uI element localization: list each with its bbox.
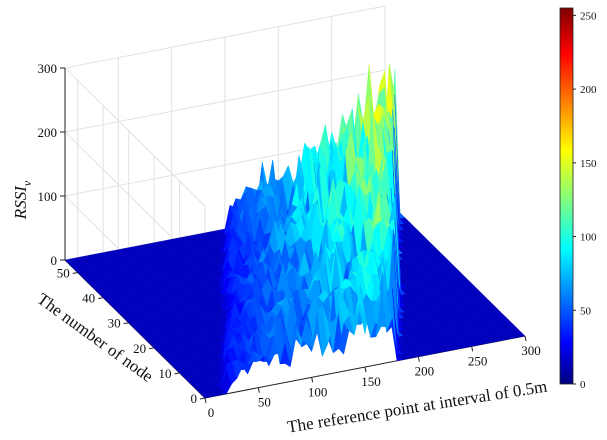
x-tick-mark [471, 346, 474, 352]
colorbar-gradient [559, 7, 574, 385]
y-tick-mark [123, 322, 129, 325]
y-tick-label: 20 [133, 341, 146, 356]
colorbar-tick-label: 150 [580, 158, 597, 170]
y-tick-mark [174, 372, 180, 375]
x-tick-mark [311, 377, 314, 383]
y-tick-mark [199, 397, 206, 400]
x-tick-mark [257, 387, 260, 393]
x-tick-label: 50 [258, 395, 271, 410]
x-tick-label: 250 [468, 353, 488, 368]
x-tick-mark [204, 397, 207, 404]
colorbar: 0 50 100 150 200 250 [559, 7, 597, 391]
colorbar-tick-label: 250 [580, 10, 597, 22]
y-tick-mark [148, 347, 155, 350]
x-tick-mark [417, 356, 420, 362]
grid-line [64, 67, 206, 207]
colorbar-tick-label: 100 [580, 232, 597, 244]
y-tick-label: 0 [191, 391, 198, 406]
x-tick-label: 200 [415, 364, 435, 379]
z-tick-label: 200 [38, 125, 58, 140]
y-tick-label: 50 [57, 266, 70, 281]
x-tick-label: 100 [308, 384, 328, 399]
z-axis-label: RSSIv [11, 180, 34, 220]
z-tick-label: 300 [38, 61, 58, 76]
y-tick-label: 10 [159, 366, 172, 381]
surface-patch [514, 330, 526, 338]
z-tick-label: 0 [51, 253, 58, 268]
z-tick-label: 100 [38, 189, 58, 204]
surface-layer [64, 64, 526, 399]
y-tick-label: 40 [82, 291, 95, 306]
x-tick-mark [524, 335, 527, 342]
colorbar-ticks: 0 50 100 150 200 250 [573, 10, 597, 391]
colorbar-tick-label: 200 [580, 84, 597, 96]
y-tick-label: 30 [108, 316, 121, 331]
y-tick-mark [98, 297, 104, 300]
x-tick-label: 0 [208, 405, 215, 420]
y-tick-mark [72, 272, 78, 275]
x-tick-label: 150 [361, 374, 381, 389]
colorbar-tick-label: 0 [580, 379, 586, 391]
colorbar-tick-label: 50 [580, 305, 592, 317]
x-tick-mark [364, 366, 367, 373]
x-tick-label: 300 [521, 343, 541, 358]
